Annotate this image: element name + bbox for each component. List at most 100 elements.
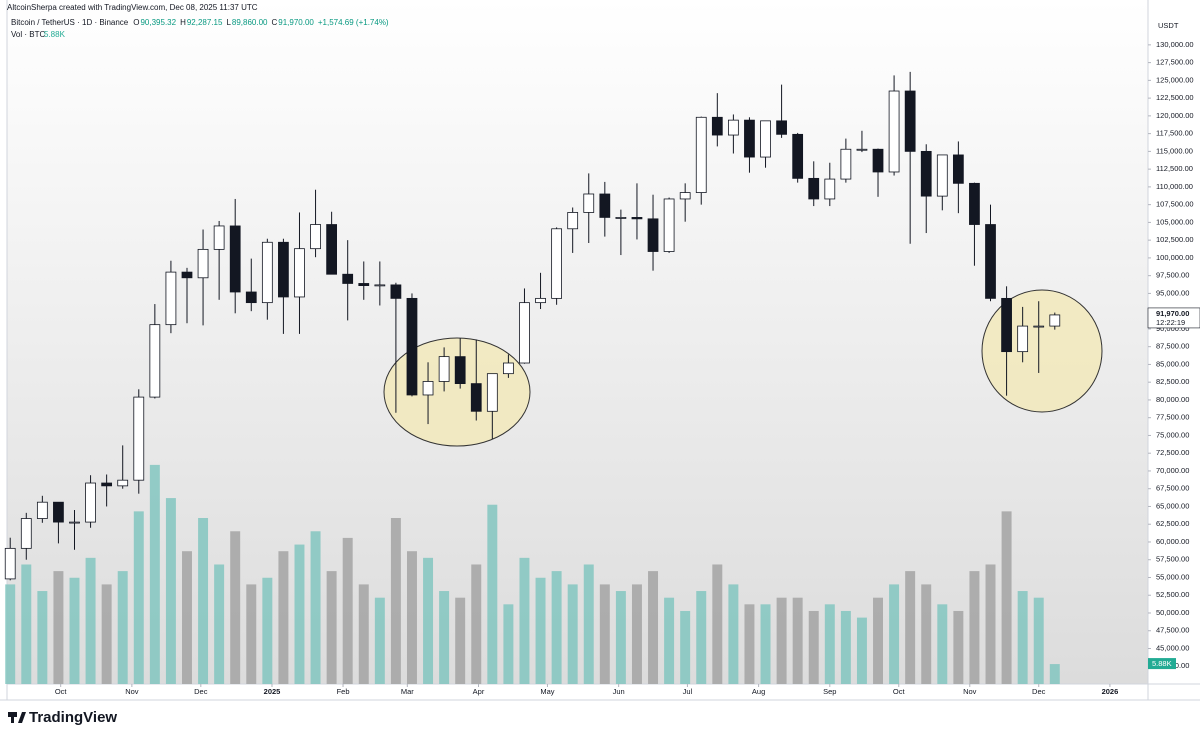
x-tick-label: Nov: [125, 687, 139, 696]
candle-body: [904, 90, 916, 152]
volume-bar: [519, 557, 530, 684]
candle-body: [406, 297, 418, 396]
ohlc-key: O: [133, 18, 139, 27]
candle-body: [69, 521, 80, 524]
y-tick-label: 112,500.00: [1156, 164, 1193, 173]
y-tick-label: 65,000.00: [1156, 501, 1189, 510]
candle-body: [936, 154, 948, 197]
y-tick-label: 75,000.00: [1156, 430, 1189, 439]
y-tick-label: 45,000.00: [1156, 643, 1189, 652]
x-tick-label: Oct: [55, 687, 68, 696]
volume-bar: [133, 511, 144, 684]
x-tick-label: Oct: [893, 687, 906, 696]
candle-body: [261, 241, 273, 304]
candle-body: [985, 224, 996, 299]
volume-bar: [583, 564, 594, 684]
volume-bar: [406, 551, 417, 684]
volume-bar: [615, 591, 626, 684]
volume-bar: [905, 571, 916, 684]
candle-body: [583, 193, 595, 213]
candle-body: [101, 482, 113, 487]
volume-bar: [953, 610, 964, 684]
y-tick-label: 102,500.00: [1156, 235, 1194, 244]
candle-body: [486, 373, 498, 412]
y-tick-label: 105,000.00: [1156, 217, 1194, 226]
x-tick-label: Mar: [401, 687, 414, 696]
volume-bar: [326, 571, 337, 684]
volume-bar: [985, 564, 996, 684]
y-tick-label: 95,000.00: [1156, 288, 1189, 297]
x-tick-label: Dec: [1032, 687, 1046, 696]
y-tick-label: 107,500.00: [1156, 200, 1194, 209]
x-tick-label: May: [540, 687, 554, 696]
candle-body: [390, 284, 402, 299]
x-tick-label: Nov: [963, 687, 977, 696]
volume-bar: [744, 604, 755, 684]
highlight-circle: [981, 289, 1103, 413]
volume-bar: [712, 564, 723, 684]
candle-body: [1049, 314, 1061, 327]
volume-bar: [664, 597, 675, 684]
candle-body: [1033, 325, 1045, 328]
volume-bar: [149, 464, 160, 684]
x-tick-label: Dec: [194, 687, 208, 696]
candle-body: [438, 356, 450, 382]
volume-bar: [631, 584, 642, 684]
candle-body: [679, 192, 691, 200]
y-tick-label: 60,000.00: [1156, 537, 1189, 546]
candle-body: [840, 148, 852, 180]
volume-bar: [680, 610, 691, 684]
candle-body: [374, 284, 386, 287]
volume-bar: [696, 591, 707, 684]
volume-bar: [1033, 597, 1044, 684]
x-tick-label: Feb: [337, 687, 350, 696]
volume-bar: [439, 591, 450, 684]
candle-body: [519, 302, 530, 364]
volume-bar: [37, 591, 48, 684]
countdown: 12:22:19: [1156, 318, 1185, 327]
volume-bar: [551, 571, 562, 684]
candle-body: [567, 212, 579, 230]
candle-body: [454, 356, 466, 385]
volume-bar: [792, 597, 803, 684]
volume-bar: [535, 577, 546, 684]
volume-bar: [921, 584, 932, 684]
candle-body: [695, 116, 707, 193]
change: +1,574.69 (+1.74%): [318, 18, 389, 27]
candle-body: [133, 396, 145, 481]
y-tick-label: 90,000.00: [1156, 324, 1189, 333]
brand: TradingView: [29, 709, 117, 726]
volume-bar: [648, 571, 659, 684]
y-tick-label: 77,500.00: [1156, 413, 1189, 422]
credit: AltcoinSherpa created with TradingView.c…: [7, 3, 258, 12]
volume-bar: [101, 584, 112, 684]
y-tick-label: 120,000.00: [1156, 111, 1194, 120]
candle-body: [792, 133, 804, 179]
candle-body: [952, 154, 964, 184]
candle-body: [326, 224, 338, 275]
candle-body: [647, 218, 659, 252]
y-tick-label: 127,500.00: [1156, 58, 1194, 67]
volume-bar: [1049, 664, 1060, 684]
candle-body: [551, 228, 562, 299]
highlight-circle: [383, 337, 531, 447]
candle-body: [1001, 297, 1012, 353]
x-tick-label: 2025: [264, 687, 281, 696]
x-tick-label: Jul: [683, 687, 693, 696]
volume-bar: [599, 584, 610, 684]
candle-body: [213, 225, 225, 250]
volume-bar: [1017, 591, 1028, 684]
ohlc-key: C: [272, 18, 278, 27]
volume-bar: [728, 584, 739, 684]
candle-body: [117, 479, 129, 487]
candle-body: [85, 482, 96, 523]
volume-bar: [840, 610, 851, 684]
volume-bar: [503, 604, 514, 684]
candle-body: [711, 116, 723, 136]
volume-bar: [230, 531, 241, 684]
candle-body: [229, 225, 241, 293]
y-tick-label: 130,000.00: [1156, 40, 1194, 49]
volume-bar: [808, 610, 819, 684]
volume-bar: [198, 518, 209, 684]
